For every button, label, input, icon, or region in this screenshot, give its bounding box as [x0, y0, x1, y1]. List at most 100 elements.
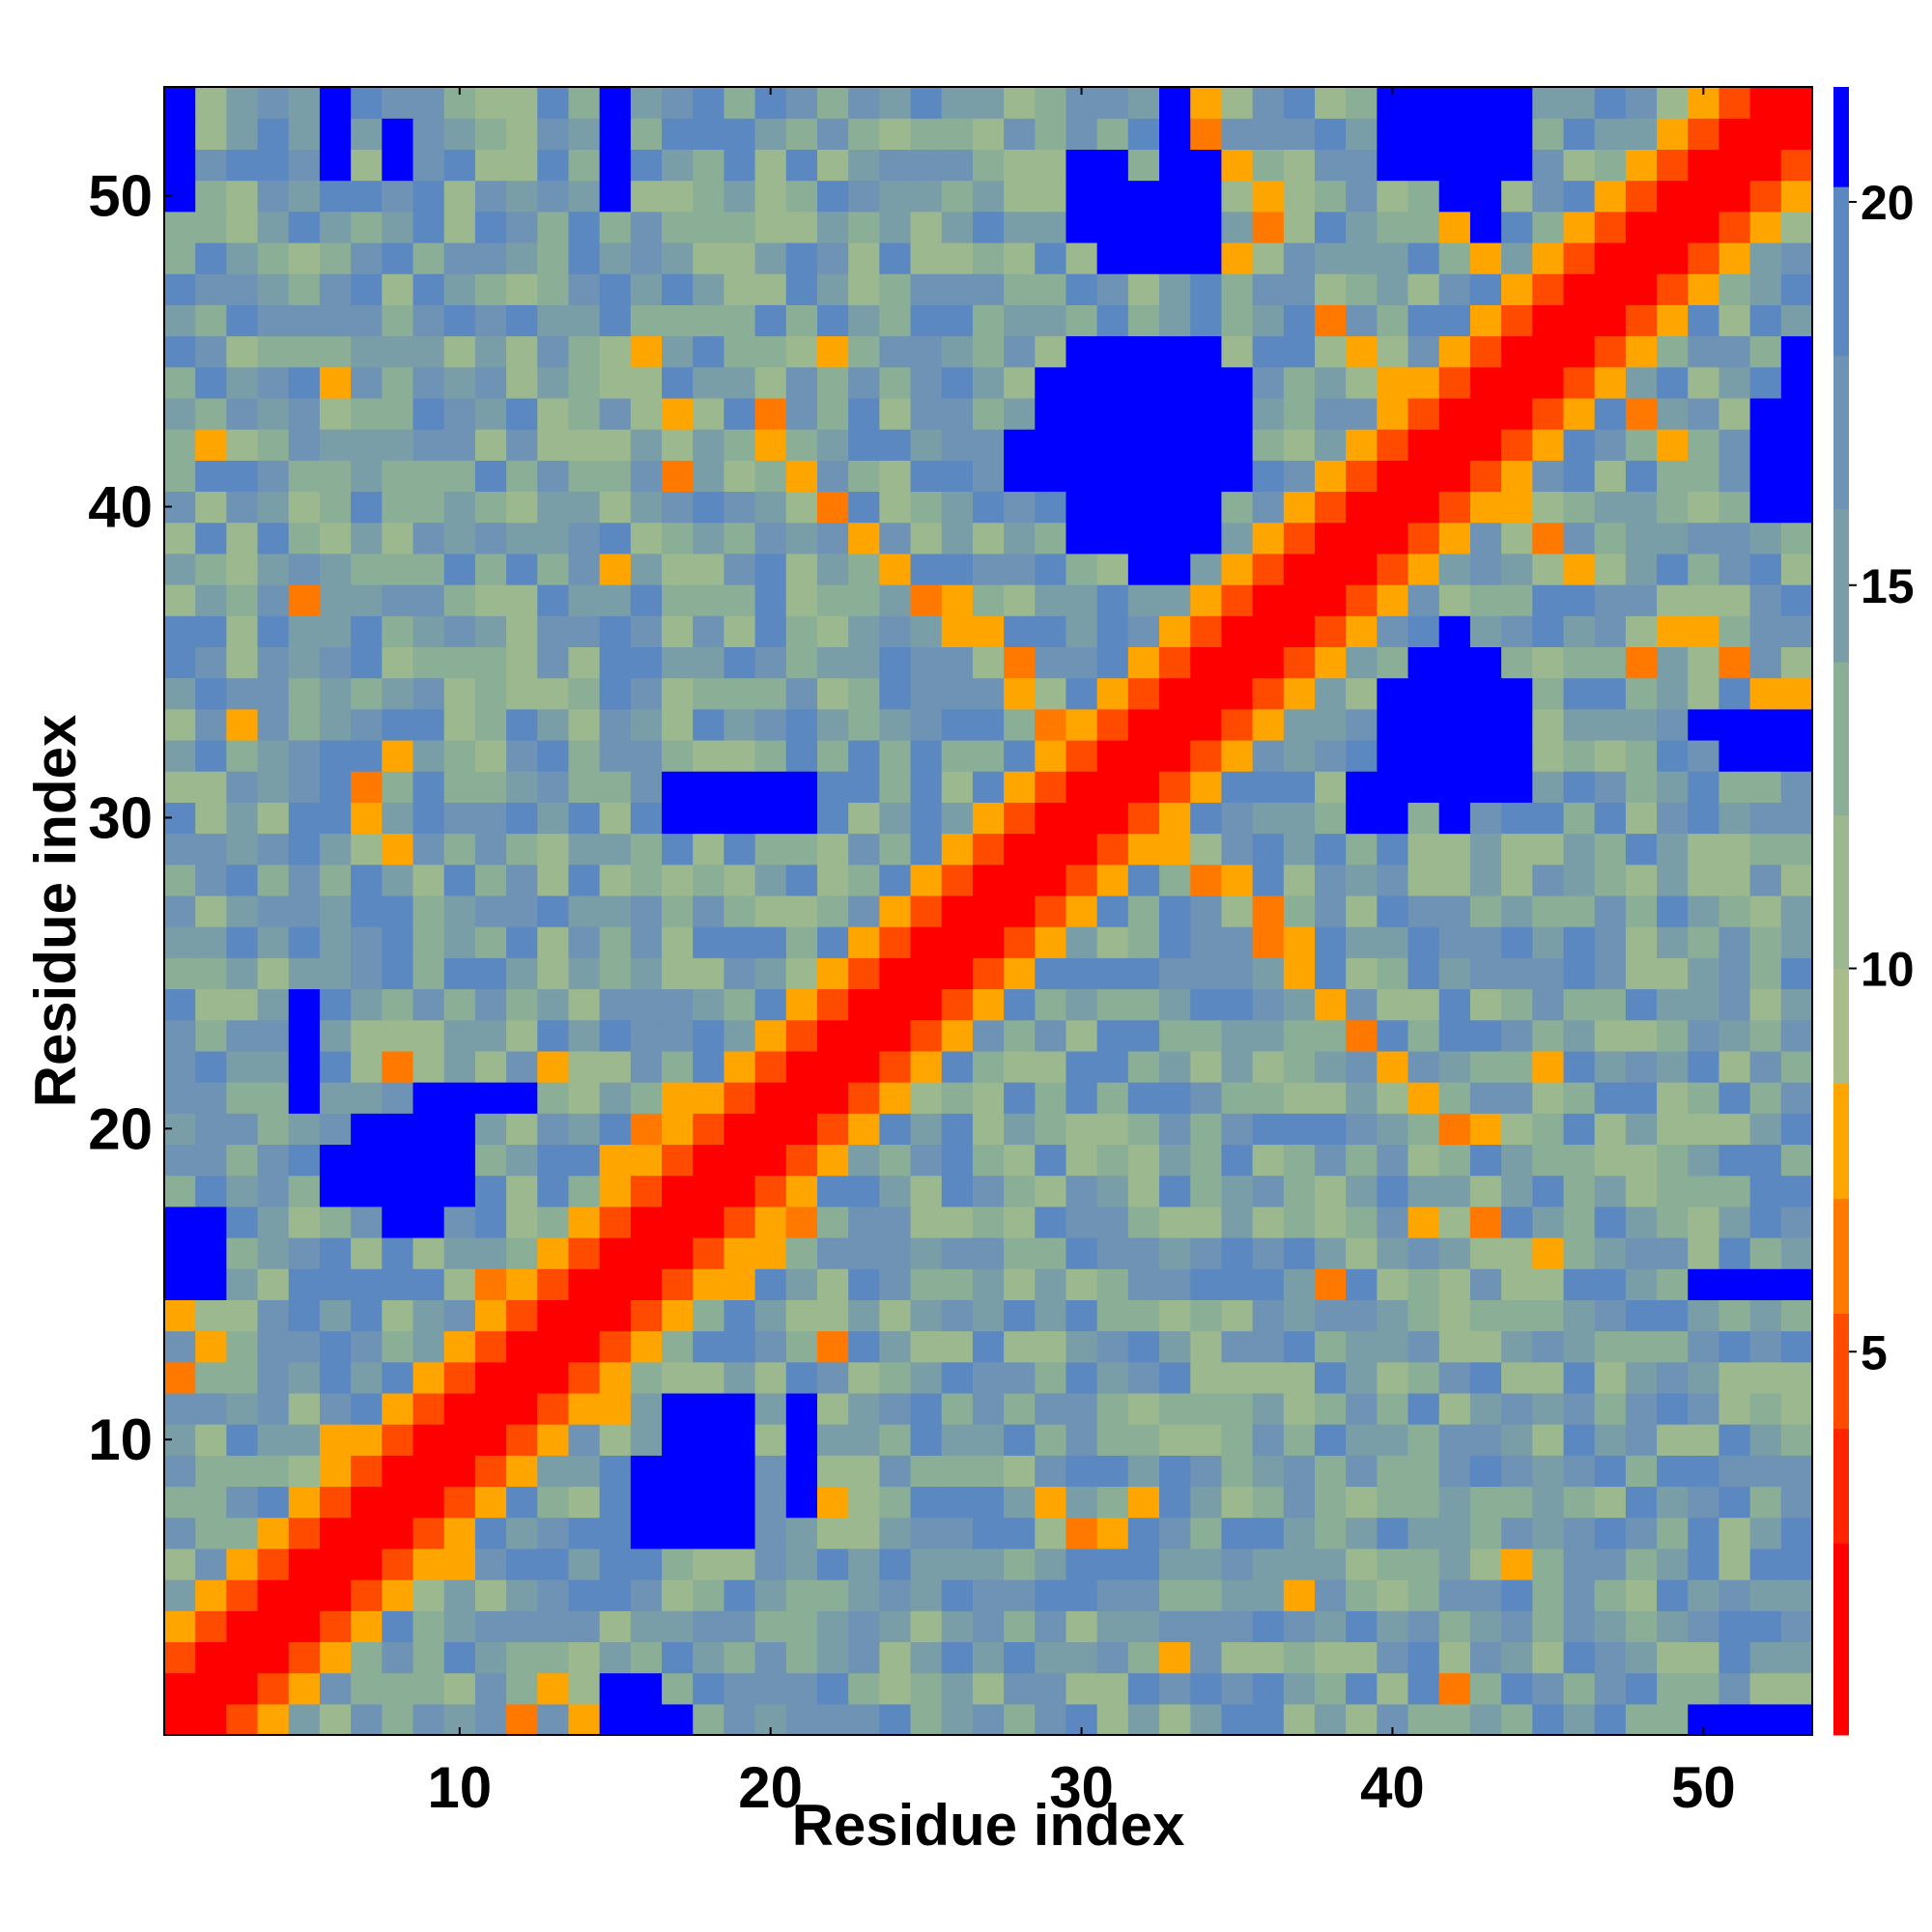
heatmap-cell	[1501, 1050, 1533, 1083]
heatmap-cell	[816, 1672, 849, 1705]
heatmap-cell	[1283, 1144, 1316, 1177]
heatmap-cell	[1283, 1672, 1316, 1705]
heatmap-cell	[1159, 1486, 1191, 1519]
heatmap-cell	[1749, 242, 1782, 274]
heatmap-cell	[1221, 1455, 1254, 1488]
heatmap-cell	[693, 1019, 724, 1052]
heatmap-cell	[1221, 180, 1254, 213]
heatmap-cell	[724, 273, 756, 305]
heatmap-cell	[412, 242, 445, 274]
heatmap-cell	[1438, 366, 1471, 399]
heatmap-cell	[754, 1579, 787, 1611]
heatmap-cell	[972, 335, 1005, 368]
heatmap-cell	[1035, 1361, 1067, 1394]
heatmap-cell	[1749, 1361, 1782, 1394]
heatmap-cell	[195, 584, 227, 616]
heatmap-cell	[1719, 522, 1751, 554]
heatmap-cell	[599, 1579, 632, 1611]
heatmap-cell	[1004, 1703, 1036, 1736]
heatmap-cell	[1501, 522, 1533, 554]
heatmap-cell	[1657, 1330, 1689, 1363]
heatmap-cell	[288, 1019, 321, 1052]
heatmap-cell	[1252, 460, 1285, 493]
heatmap-cell	[1065, 1113, 1098, 1146]
heatmap-cell	[1688, 1672, 1720, 1705]
heatmap-cell	[319, 1019, 352, 1052]
heatmap-cell	[972, 1175, 1005, 1208]
heatmap-cell	[319, 646, 352, 679]
heatmap-cell	[1719, 1330, 1751, 1363]
heatmap-cell	[506, 1672, 538, 1705]
heatmap-cell	[443, 833, 476, 866]
heatmap-cell	[693, 1424, 724, 1456]
heatmap-cell	[319, 895, 352, 927]
heatmap-cell	[537, 1486, 570, 1519]
heatmap-cell	[1346, 833, 1378, 866]
heatmap-cell	[1096, 1144, 1129, 1177]
heatmap-cell	[1594, 1082, 1627, 1114]
heatmap-cell	[630, 1424, 663, 1456]
heatmap-cell	[754, 242, 787, 274]
heatmap-cell	[662, 335, 694, 368]
heatmap-cell	[1314, 211, 1347, 243]
heatmap-cell	[1469, 1050, 1502, 1083]
heatmap-cell	[1283, 1424, 1316, 1456]
heatmap-cell	[1563, 1579, 1596, 1611]
heatmap-cell	[319, 1548, 352, 1580]
heatmap-cell	[1594, 522, 1627, 554]
heatmap-cell	[1688, 584, 1720, 616]
heatmap-cell	[1407, 304, 1440, 337]
heatmap-cell	[1438, 988, 1471, 1021]
heatmap-cell	[848, 1392, 880, 1425]
heatmap-cell	[1563, 1486, 1596, 1519]
heatmap-cell	[164, 708, 196, 741]
heatmap-cell	[910, 242, 943, 274]
heatmap-cell	[1035, 1330, 1067, 1363]
heatmap-cell	[443, 1144, 476, 1177]
heatmap-cell	[662, 1082, 694, 1114]
heatmap-cell	[1719, 460, 1751, 493]
heatmap-cell	[1159, 1236, 1191, 1269]
heatmap-cell	[754, 1206, 787, 1238]
heatmap-cell	[412, 1672, 445, 1705]
heatmap-cell	[693, 242, 724, 274]
heatmap-cell	[1657, 708, 1689, 741]
heatmap-cell	[1657, 1486, 1689, 1519]
heatmap-cell	[382, 273, 414, 305]
heatmap-cell	[288, 397, 321, 430]
heatmap-cell	[537, 1268, 570, 1300]
heatmap-cell	[1688, 1019, 1720, 1052]
heatmap-cell	[754, 677, 787, 710]
heatmap-cell	[288, 926, 321, 958]
heatmap-cell	[474, 1579, 507, 1611]
heatmap-cell	[1594, 584, 1627, 616]
heatmap-cell	[1159, 522, 1191, 554]
heatmap-cell	[474, 1206, 507, 1238]
heatmap-cell	[1594, 1641, 1627, 1674]
heatmap-cell	[1780, 118, 1813, 150]
heatmap-cell	[257, 1486, 290, 1519]
heatmap-cell	[1407, 397, 1440, 430]
heatmap-cell	[1719, 957, 1751, 990]
heatmap-cell	[1594, 739, 1627, 772]
heatmap-cell	[972, 1392, 1005, 1425]
heatmap-cell	[1127, 522, 1160, 554]
heatmap-cell	[630, 677, 663, 710]
heatmap-cell	[1283, 1579, 1316, 1611]
heatmap-cell	[257, 957, 290, 990]
heatmap-cell	[1283, 273, 1316, 305]
heatmap-cell	[1283, 118, 1316, 150]
heatmap-cell	[319, 1424, 352, 1456]
heatmap-cell	[1035, 335, 1067, 368]
heatmap-cell	[941, 1579, 974, 1611]
heatmap-cell	[1065, 1641, 1098, 1674]
heatmap-cell	[662, 708, 694, 741]
heatmap-cell	[1035, 87, 1067, 119]
heatmap-cell	[1749, 180, 1782, 213]
colorbar-band	[1833, 87, 1849, 187]
heatmap-cell	[257, 584, 290, 616]
heatmap-cell	[630, 864, 663, 896]
colorbar-band	[1833, 1083, 1849, 1200]
heatmap-cell	[1221, 1610, 1254, 1643]
heatmap-cell	[724, 802, 756, 835]
